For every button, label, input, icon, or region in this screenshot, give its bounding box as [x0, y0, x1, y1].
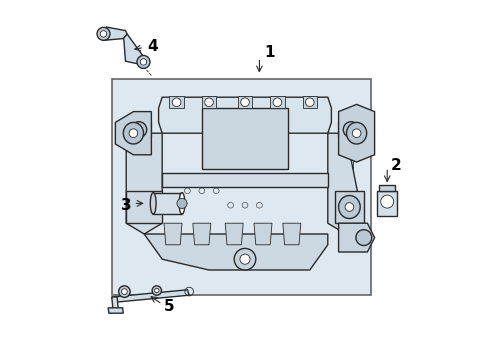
Ellipse shape: [179, 193, 185, 214]
Bar: [377, 191, 397, 216]
Polygon shape: [339, 223, 374, 252]
Bar: [153, 193, 182, 214]
Ellipse shape: [152, 286, 162, 295]
Text: 3: 3: [121, 198, 131, 213]
Polygon shape: [254, 223, 272, 245]
Ellipse shape: [205, 98, 213, 107]
Text: 2: 2: [391, 158, 401, 173]
Polygon shape: [335, 191, 364, 223]
Ellipse shape: [140, 59, 147, 65]
Bar: [303, 96, 317, 108]
Ellipse shape: [234, 248, 256, 270]
Polygon shape: [339, 115, 364, 144]
Ellipse shape: [150, 193, 156, 214]
Ellipse shape: [345, 203, 354, 211]
Ellipse shape: [381, 195, 393, 208]
Text: 5: 5: [164, 299, 174, 314]
Polygon shape: [123, 34, 146, 65]
Ellipse shape: [123, 122, 144, 144]
Ellipse shape: [129, 129, 138, 138]
Polygon shape: [193, 223, 211, 245]
Polygon shape: [108, 308, 123, 313]
Bar: [238, 96, 252, 108]
Text: 1: 1: [265, 45, 275, 60]
Ellipse shape: [100, 31, 107, 37]
Polygon shape: [144, 234, 328, 270]
Polygon shape: [116, 112, 151, 155]
Ellipse shape: [273, 98, 282, 107]
Polygon shape: [164, 223, 182, 245]
Ellipse shape: [305, 98, 314, 107]
Polygon shape: [283, 223, 301, 245]
Ellipse shape: [356, 230, 372, 246]
Bar: [112, 79, 371, 295]
Polygon shape: [112, 290, 189, 302]
Polygon shape: [379, 185, 395, 191]
Ellipse shape: [240, 254, 250, 264]
Polygon shape: [112, 297, 118, 310]
Polygon shape: [162, 173, 328, 187]
Ellipse shape: [177, 198, 187, 208]
Polygon shape: [225, 223, 243, 245]
Bar: [202, 96, 216, 108]
Ellipse shape: [339, 195, 360, 219]
Polygon shape: [202, 108, 288, 169]
Polygon shape: [328, 133, 364, 234]
Ellipse shape: [155, 288, 159, 293]
Ellipse shape: [346, 122, 367, 144]
Ellipse shape: [97, 27, 110, 40]
Bar: [270, 96, 285, 108]
Ellipse shape: [119, 286, 130, 297]
Polygon shape: [339, 104, 374, 162]
Polygon shape: [101, 27, 127, 40]
Polygon shape: [159, 97, 331, 133]
Ellipse shape: [122, 289, 127, 294]
Ellipse shape: [343, 122, 359, 138]
Text: 4: 4: [147, 39, 158, 54]
Ellipse shape: [241, 98, 249, 107]
Ellipse shape: [352, 129, 361, 138]
Ellipse shape: [137, 55, 150, 68]
Polygon shape: [126, 133, 162, 234]
Ellipse shape: [131, 122, 147, 138]
Polygon shape: [126, 115, 151, 144]
Ellipse shape: [172, 98, 181, 107]
Polygon shape: [126, 191, 162, 223]
Bar: [170, 96, 184, 108]
